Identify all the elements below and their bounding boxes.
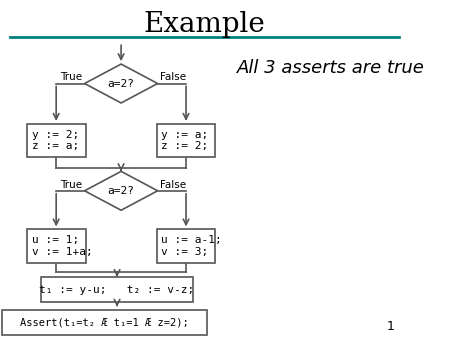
Text: False: False [160, 72, 186, 82]
Polygon shape [85, 171, 158, 210]
Text: y := 2;
z := a;: y := 2; z := a; [32, 130, 79, 151]
Text: True: True [60, 180, 82, 190]
Text: True: True [60, 72, 82, 82]
Text: False: False [160, 180, 186, 190]
FancyBboxPatch shape [157, 124, 216, 157]
Text: a=2?: a=2? [108, 186, 135, 196]
Text: u := a-1;
v := 3;: u := a-1; v := 3; [162, 235, 222, 257]
FancyBboxPatch shape [2, 310, 207, 335]
Text: t₁ := y-u;   t₂ := v-z;: t₁ := y-u; t₂ := v-z; [40, 285, 195, 295]
FancyBboxPatch shape [157, 230, 216, 263]
FancyBboxPatch shape [27, 124, 86, 157]
Text: y := a;
z := 2;: y := a; z := 2; [162, 130, 209, 151]
Text: u := 1;
v := 1+a;: u := 1; v := 1+a; [32, 235, 92, 257]
FancyBboxPatch shape [27, 230, 86, 263]
Text: All 3 asserts are true: All 3 asserts are true [237, 59, 425, 77]
Text: Assert(t₁=t₂ Æ t₁=1 Æ z=2);: Assert(t₁=t₂ Æ t₁=1 Æ z=2); [21, 317, 189, 327]
Text: Example: Example [144, 11, 265, 39]
Text: 1: 1 [387, 320, 395, 333]
FancyBboxPatch shape [41, 277, 193, 302]
Polygon shape [85, 64, 158, 103]
Text: a=2?: a=2? [108, 78, 135, 89]
